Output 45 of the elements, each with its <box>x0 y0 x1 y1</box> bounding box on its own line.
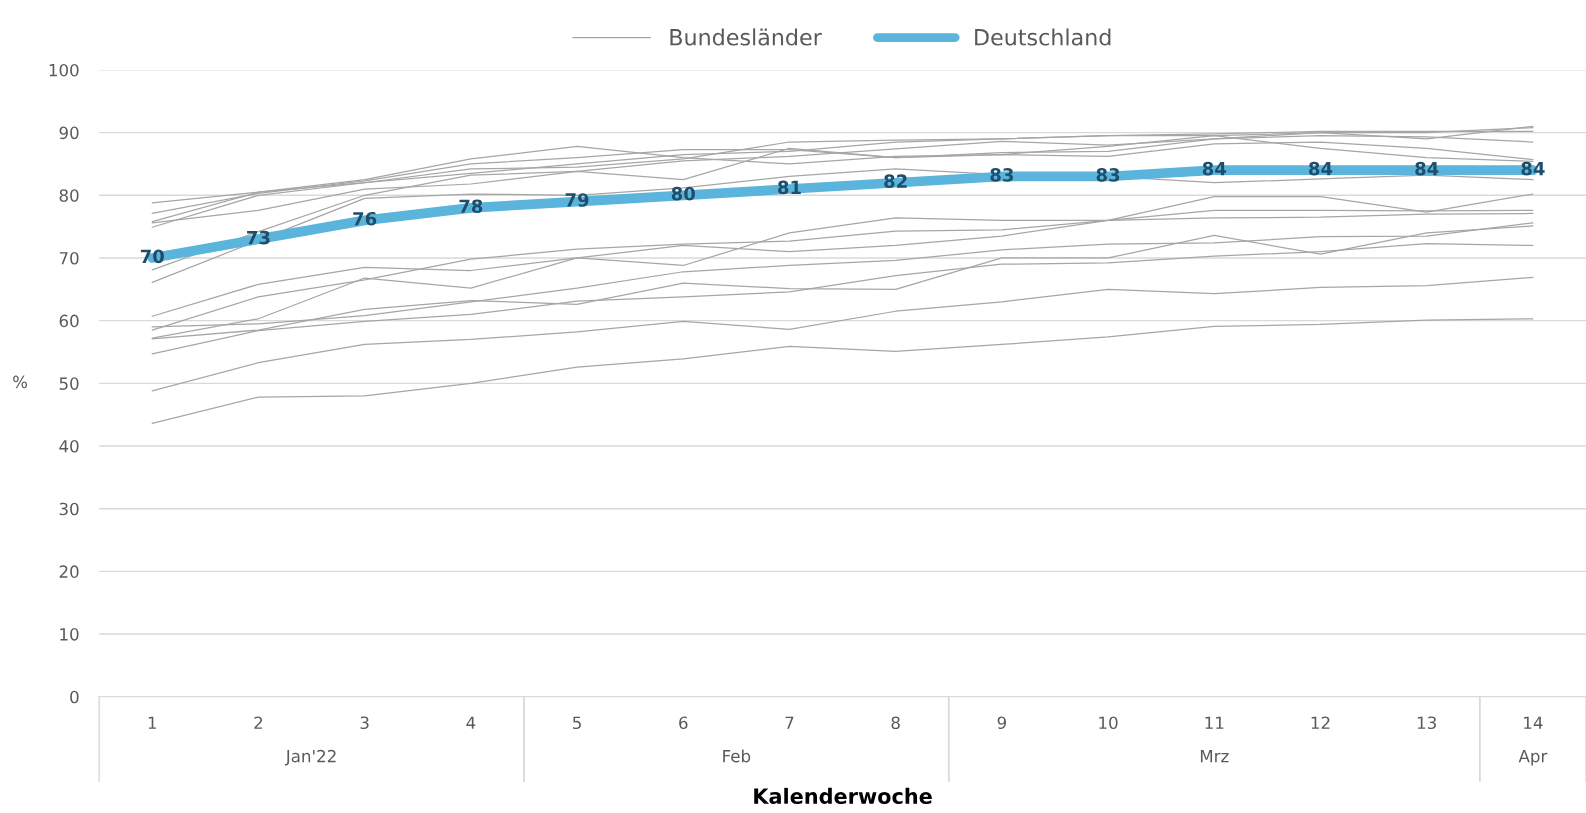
y-tick-label: 70 <box>59 251 79 265</box>
text: Apr <box>1518 749 1548 766</box>
text: Jan'22 <box>284 749 336 766</box>
text: Feb <box>723 749 751 763</box>
x-tick-label: 12 <box>1311 716 1330 729</box>
y-tick-label: 60 <box>59 314 79 328</box>
x-tick-label: 8 <box>891 716 900 730</box>
y-tick-label: 10 <box>60 628 79 641</box>
data-label: 76 <box>353 211 377 226</box>
y-tick-label: 30 <box>59 502 79 516</box>
legend-label: Deutschland <box>975 28 1111 46</box>
x-tick-label: 3 <box>360 716 369 730</box>
x-tick-label: 11 <box>1205 716 1224 729</box>
x-tick-label: 13 <box>1417 716 1436 730</box>
x-axis-title: Kalenderwoche <box>754 787 932 804</box>
y-tick-label: 20 <box>59 565 79 578</box>
data-label: 82 <box>884 174 907 188</box>
data-label: 79 <box>565 193 589 207</box>
data-label: 84 <box>1202 161 1227 176</box>
x-tick-label: 2 <box>254 716 263 729</box>
text: Mrz <box>1200 749 1229 763</box>
y-tick-label: 100 <box>49 63 79 77</box>
data-label: 84 <box>1309 161 1333 176</box>
data-label: 83 <box>1096 168 1120 182</box>
x-tick-label: 14 <box>1524 716 1543 729</box>
y-tick-label: 40 <box>59 439 79 453</box>
x-tick-label: 10 <box>1099 716 1118 730</box>
data-label: 80 <box>671 186 695 201</box>
data-label: 81 <box>778 180 801 195</box>
x-tick-label: 9 <box>997 716 1006 730</box>
data-label: 84 <box>1415 161 1439 176</box>
y-axis-title: % <box>13 375 28 389</box>
legend-label: Bundesländer <box>670 28 822 46</box>
y-tick-label: 90 <box>59 126 79 140</box>
y-tick-label: 80 <box>59 189 79 202</box>
x-tick-label: 1 <box>148 716 156 729</box>
data-label: 83 <box>990 168 1013 182</box>
x-tick-label: 5 <box>573 716 581 730</box>
x-tick-label: 7 <box>785 716 794 729</box>
y-tick-label: 0 <box>70 690 79 704</box>
y-tick-label: 50 <box>59 377 79 390</box>
x-tick-label: 4 <box>466 716 476 729</box>
data-label: 78 <box>459 199 483 214</box>
x-tick-label: 6 <box>679 716 688 730</box>
data-label: 73 <box>247 230 270 245</box>
